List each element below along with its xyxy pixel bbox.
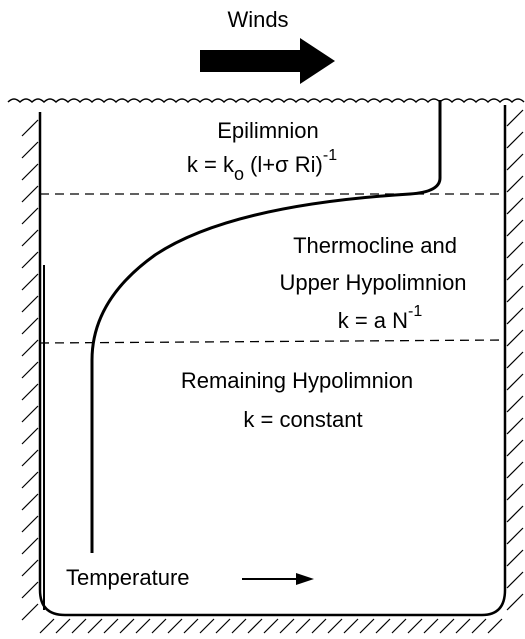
hatch-line: [507, 374, 523, 390]
hatch-line: [22, 208, 38, 224]
hatch-line: [22, 560, 38, 576]
hatch-line: [184, 619, 198, 633]
formula-part: k = a N: [338, 308, 408, 333]
hatch-line: [392, 619, 406, 633]
hatch-line: [22, 516, 38, 532]
hatch-line: [72, 619, 86, 633]
hatch-line: [152, 619, 166, 633]
hatch-line: [507, 110, 523, 126]
temperature-arrowhead: [296, 573, 314, 585]
hatch-line: [232, 619, 246, 633]
hatch-line: [104, 619, 118, 633]
hatch-line: [472, 619, 486, 633]
hatch-line: [376, 619, 390, 633]
formula-sup: -1: [323, 147, 337, 164]
hatch-line: [264, 619, 278, 633]
hatch-line: [456, 619, 470, 633]
hatch-line: [344, 619, 358, 633]
hatch-line: [507, 550, 523, 566]
hatch-line: [22, 274, 38, 290]
hatch-line: [22, 230, 38, 246]
hatch-line: [22, 582, 38, 598]
layer-formula: k = a N-1: [338, 303, 423, 333]
hatch-line: [507, 330, 523, 346]
tank-wall: [40, 105, 505, 615]
hatch-line: [22, 406, 38, 422]
hatch-line: [200, 619, 214, 633]
hatch-line: [507, 352, 523, 368]
hatch-line: [22, 362, 38, 378]
hatch-line: [22, 450, 38, 466]
hatch-line: [360, 619, 374, 633]
diagram: Winds Epilimnion k = ko(l+σ Ri)-1 Thermo…: [0, 0, 525, 639]
hatch-line: [507, 176, 523, 192]
hatch-line: [488, 619, 502, 633]
hatch-line: [22, 384, 38, 400]
wind-arrow: [200, 38, 335, 84]
hatch-line: [507, 154, 523, 170]
hatch-line: [280, 619, 294, 633]
hatch-line: [507, 572, 523, 588]
hatch-line: [507, 418, 523, 434]
hatch-line: [507, 594, 523, 610]
hatch-line: [22, 252, 38, 268]
formula-sup: -1: [408, 303, 422, 320]
hatch-line: [22, 186, 38, 202]
hatch-line: [507, 242, 523, 258]
layer-name: Upper Hypolimnion: [279, 270, 466, 295]
hatch-line: [507, 396, 523, 412]
hatch-line: [507, 198, 523, 214]
hatch-line: [216, 619, 230, 633]
hatch-line: [168, 619, 182, 633]
layer-name: Epilimnion: [217, 118, 319, 143]
hatch-line: [507, 308, 523, 324]
hatch-line: [22, 494, 38, 510]
hatch-line: [22, 296, 38, 312]
formula-part: k = k: [187, 152, 235, 177]
hatch-line: [296, 619, 310, 633]
hatch-line: [22, 428, 38, 444]
hatch-line: [22, 538, 38, 554]
hatch-line: [312, 619, 326, 633]
layer-name: Thermocline and: [293, 233, 457, 258]
hatch-line: [408, 619, 422, 633]
axis-label: Temperature: [66, 565, 190, 590]
boundary-line: [40, 340, 505, 343]
layer-formula: k = ko (l+σ Ri)-1: [187, 147, 337, 184]
hatch-line: [507, 440, 523, 456]
hatch-line: [22, 472, 38, 488]
hatch-line: [136, 619, 150, 633]
hatch-line: [22, 142, 38, 158]
hatch-line: [507, 528, 523, 544]
hatch-line: [424, 619, 438, 633]
hatch-line: [22, 318, 38, 334]
hatch-line: [88, 619, 102, 633]
hatch-line: [507, 220, 523, 236]
hatch-line: [507, 286, 523, 302]
hatch-line: [507, 462, 523, 478]
formula-part: (l+σ Ri): [250, 152, 323, 177]
hatch-line: [248, 619, 262, 633]
water-surface: [8, 99, 524, 102]
wind-label: Winds: [227, 7, 288, 32]
hatch-line: [22, 120, 38, 136]
hatch-line: [40, 619, 54, 633]
hatch-line: [328, 619, 342, 633]
hatch-line: [507, 132, 523, 148]
hatch-line: [507, 506, 523, 522]
hatch-line: [507, 484, 523, 500]
hatch-line: [507, 264, 523, 280]
hatch-line: [120, 619, 134, 633]
formula-sub: o: [234, 164, 244, 184]
hatch-line: [56, 619, 70, 633]
hatch-line: [22, 604, 38, 620]
layer-formula: k = constant: [243, 407, 362, 432]
hatch-line: [22, 340, 38, 356]
layer-name: Remaining Hypolimnion: [181, 368, 413, 393]
hatch-line: [440, 619, 454, 633]
hatch-line: [22, 164, 38, 180]
